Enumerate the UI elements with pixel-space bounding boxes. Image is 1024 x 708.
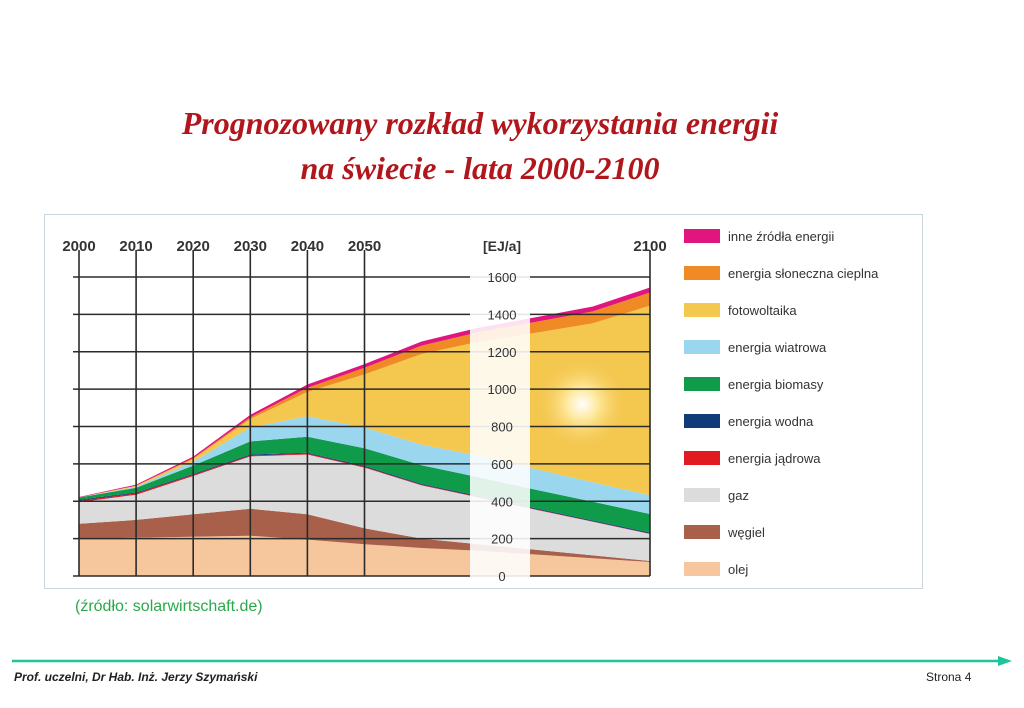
legend-item: energia wiatrowa xyxy=(684,337,826,357)
legend-item: olej xyxy=(684,559,748,579)
legend-swatch xyxy=(684,340,720,354)
ytick-label-800: 800 xyxy=(491,420,513,435)
legend-item: fotowoltaika xyxy=(684,300,797,320)
area-series-5 xyxy=(79,436,650,533)
legend-label: energia wiatrowa xyxy=(728,339,827,355)
slide-title-line1: Prognozowany rozkład wykorzystania energ… xyxy=(181,105,779,141)
legend-swatch xyxy=(684,377,720,391)
legend-swatch xyxy=(684,303,720,317)
legend-label: energia biomasy xyxy=(728,376,824,392)
legend-swatch xyxy=(684,488,720,502)
legend-item: inne źródła energii xyxy=(684,226,834,246)
legend-swatch xyxy=(684,266,720,280)
ytick-label-1400: 1400 xyxy=(488,307,517,322)
source-note: (źródło: solarwirtschaft.de) xyxy=(75,598,263,615)
ytick-label-1600: 1600 xyxy=(488,270,517,285)
y-axis-unit-label: [EJ/a] xyxy=(483,238,521,254)
legend-label: energia wodna xyxy=(728,413,814,429)
xtick-label-2100: 2100 xyxy=(633,238,666,255)
xtick-label-2050: 2050 xyxy=(348,238,381,255)
area-series-8 xyxy=(79,292,650,498)
legend-swatch xyxy=(684,229,720,243)
ytick-label-1200: 1200 xyxy=(488,345,517,360)
legend-label: olej xyxy=(728,561,749,577)
legend-item: energia wodna xyxy=(684,411,813,431)
ytick-label-1000: 1000 xyxy=(488,382,517,397)
legend-item: gaz xyxy=(684,485,749,505)
legend-swatch xyxy=(684,451,720,465)
legend-item: energia jądrowa xyxy=(684,448,821,468)
legend-label: energia słoneczna cieplna xyxy=(728,265,879,281)
sun-glow xyxy=(536,358,628,450)
ytick-label-400: 400 xyxy=(491,494,513,509)
legend-swatch xyxy=(684,414,720,428)
legend-swatch xyxy=(684,525,720,539)
xtick-label-2030: 2030 xyxy=(234,238,267,255)
legend-swatch xyxy=(684,562,720,576)
legend-label: fotowoltaika xyxy=(728,302,797,318)
legend-item: energia słoneczna cieplna xyxy=(684,263,878,283)
slide-title-line2: na świecie - lata 2000-2100 xyxy=(300,150,660,186)
legend-label: gaz xyxy=(728,487,749,503)
legend-item: energia biomasy xyxy=(684,374,823,394)
xtick-label-2000: 2000 xyxy=(62,238,95,255)
area-series-9 xyxy=(79,287,650,498)
xtick-label-2020: 2020 xyxy=(177,238,210,255)
ytick-label-200: 200 xyxy=(491,532,513,547)
ytick-label-0: 0 xyxy=(498,569,505,584)
ytick-panel xyxy=(470,258,530,584)
legend-label: inne źródła energii xyxy=(728,228,835,244)
page-number: Strona 4 xyxy=(926,670,972,684)
ytick-label-600: 600 xyxy=(491,457,513,472)
legend-label: energia jądrowa xyxy=(728,450,821,466)
footer-arrow-line xyxy=(12,656,1012,666)
legend-label: węgiel xyxy=(728,524,765,540)
legend-item: węgiel xyxy=(684,522,765,542)
xtick-label-2010: 2010 xyxy=(119,238,152,255)
xtick-label-2040: 2040 xyxy=(291,238,324,255)
footer-author: Prof. uczelni, Dr Hab. Inż. Jerzy Szymań… xyxy=(14,670,258,684)
